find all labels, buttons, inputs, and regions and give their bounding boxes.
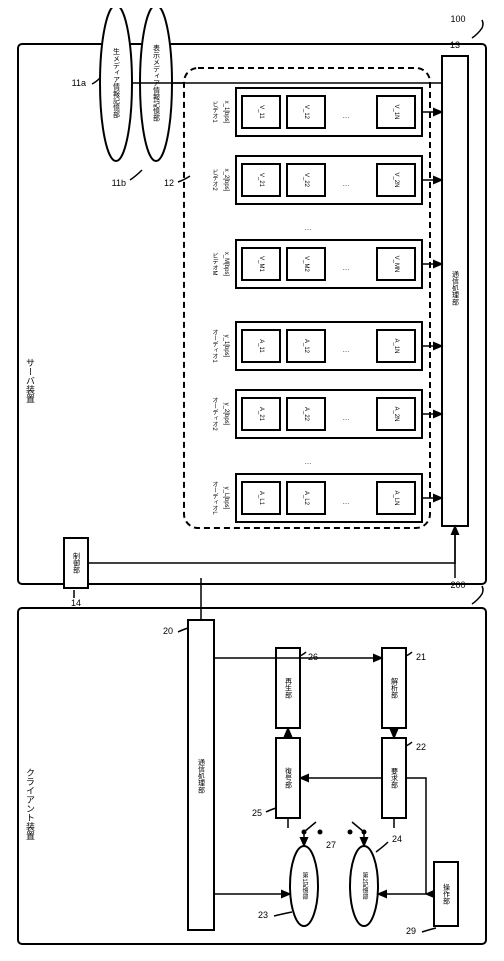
b21: 解析部 21: [382, 648, 426, 728]
svg-text:制御部: 制御部: [73, 552, 81, 575]
svg-text:y_L[bps]: y_L[bps]: [223, 487, 229, 510]
svg-text:V_11: V_11: [258, 105, 264, 119]
svg-text:ビデオ1: ビデオ1: [211, 101, 218, 124]
svg-text:22: 22: [416, 742, 426, 752]
svg-text:…: …: [343, 113, 350, 120]
svg-text:23: 23: [258, 910, 268, 920]
svg-text:V_M1: V_M1: [258, 256, 264, 272]
svg-text:A_LN: A_LN: [393, 490, 399, 505]
svg-text:26: 26: [308, 652, 318, 662]
svg-text:V_22: V_22: [303, 173, 309, 188]
client-title: クライアント装置: [25, 768, 35, 840]
server-title: サーバ装置: [25, 358, 35, 403]
svg-text:V_21: V_21: [258, 173, 264, 188]
svg-text:ビデオ2: ビデオ2: [211, 169, 218, 192]
svg-text:再生部: 再生部: [285, 678, 293, 700]
svg-text:25: 25: [252, 808, 262, 818]
svg-text:…: …: [343, 265, 350, 272]
svg-text:通信処理部: 通信処理部: [198, 758, 206, 795]
svg-text:生メディア情報記憶部: 生メディア情報記憶部: [113, 47, 121, 119]
svg-text:A_22: A_22: [303, 407, 309, 422]
svg-text:A_1N: A_1N: [393, 338, 399, 353]
svg-text:…: …: [305, 459, 312, 466]
svg-text:第1記憶部: 第1記憶部: [301, 872, 308, 901]
svg-text:x_2[bps]: x_2[bps]: [223, 169, 229, 192]
svg-text:V_12: V_12: [303, 105, 309, 120]
wire: [406, 778, 426, 894]
svg-text:…: …: [343, 499, 350, 506]
svg-text:A_12: A_12: [303, 339, 309, 354]
svg-text:y_2[bps]: y_2[bps]: [223, 403, 229, 426]
svg-text:V_2N: V_2N: [393, 172, 399, 187]
svg-text:V_M2: V_M2: [303, 256, 309, 272]
svg-text:14: 14: [71, 598, 81, 608]
client-bus: 通信処理部 20: [163, 620, 214, 930]
svg-text:…: …: [305, 225, 312, 232]
svg-text:20: 20: [163, 626, 173, 636]
controller: 制御部 14: [64, 538, 88, 608]
b24: 第2記憶部 24: [350, 834, 402, 926]
svg-text:A_L2: A_L2: [303, 491, 309, 506]
svg-text:…: …: [343, 415, 350, 422]
svg-text:24: 24: [392, 834, 402, 844]
wire: [88, 526, 455, 563]
svg-text:A_2N: A_2N: [393, 406, 399, 421]
storage-a: 生メディア情報記憶部 11a: [72, 8, 132, 161]
server-ref: 100: [450, 14, 465, 24]
svg-text:オーディオ1: オーディオ1: [211, 329, 218, 363]
svg-text:21: 21: [416, 652, 426, 662]
server-bus: 通信処理部 13: [442, 40, 468, 526]
svg-text:x_1[bps]: x_1[bps]: [223, 101, 229, 124]
svg-text:オーディオL: オーディオL: [211, 481, 218, 515]
svg-text:27: 27: [326, 840, 336, 850]
svg-text:y_1[bps]: y_1[bps]: [223, 335, 229, 358]
svg-text:11b: 11b: [112, 178, 126, 188]
svg-text:オーディオ2: オーディオ2: [211, 397, 218, 431]
b29: 操作部 29: [406, 862, 458, 936]
b23: 第1記憶部 23: [258, 846, 318, 926]
svg-text:第2記憶部: 第2記憶部: [361, 872, 368, 901]
svg-text:A_11: A_11: [258, 339, 264, 353]
svg-text:…: …: [343, 181, 350, 188]
svg-text:A_L1: A_L1: [258, 491, 264, 506]
group-ref: 12: [164, 178, 174, 188]
svg-text:x_M[bps]: x_M[bps]: [223, 252, 229, 277]
svg-text:復号部: 復号部: [285, 767, 293, 790]
svg-text:操作部: 操作部: [443, 883, 451, 906]
client-ref: 200: [450, 580, 465, 590]
svg-text:通信処理部: 通信処理部: [452, 270, 460, 307]
b25: 復号部 25: [252, 738, 300, 818]
svg-text:V_MN: V_MN: [393, 256, 399, 273]
svg-text:要求部: 要求部: [391, 768, 399, 790]
svg-text:11a: 11a: [72, 78, 86, 88]
svg-text:ビデオM: ビデオM: [211, 252, 218, 276]
svg-text:…: …: [343, 347, 350, 354]
switch: 27: [302, 822, 367, 850]
b26: 再生部 26: [276, 648, 318, 728]
svg-text:29: 29: [406, 926, 416, 936]
svg-text:解析部: 解析部: [391, 677, 399, 700]
svg-text:V_1N: V_1N: [393, 104, 399, 119]
svg-text:13: 13: [450, 40, 460, 50]
svg-text:A_21: A_21: [258, 407, 264, 422]
